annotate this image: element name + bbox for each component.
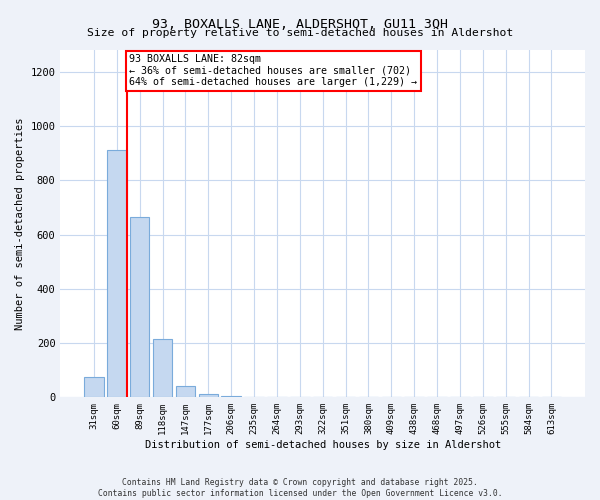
Bar [107,150,127,398]
Text: Size of property relative to semi-detached houses in Aldershot: Size of property relative to semi-detach… [87,28,513,38]
Bar [176,386,195,398]
Text: 93, BOXALLS LANE, ALDERSHOT, GU11 3QH: 93, BOXALLS LANE, ALDERSHOT, GU11 3QH [152,18,448,30]
Y-axis label: Number of semi-detached properties: Number of semi-detached properties [15,118,25,330]
X-axis label: Distribution of semi-detached houses by size in Aldershot: Distribution of semi-detached houses by … [145,440,501,450]
Bar [244,397,264,398]
Text: 93 BOXALLS LANE: 82sqm
← 36% of semi-detached houses are smaller (702)
64% of se: 93 BOXALLS LANE: 82sqm ← 36% of semi-det… [130,54,418,88]
Bar [199,394,218,398]
Bar [130,217,149,398]
Bar [221,396,241,398]
Bar [84,377,104,398]
Text: Contains HM Land Registry data © Crown copyright and database right 2025.
Contai: Contains HM Land Registry data © Crown c… [98,478,502,498]
Bar [153,339,172,398]
